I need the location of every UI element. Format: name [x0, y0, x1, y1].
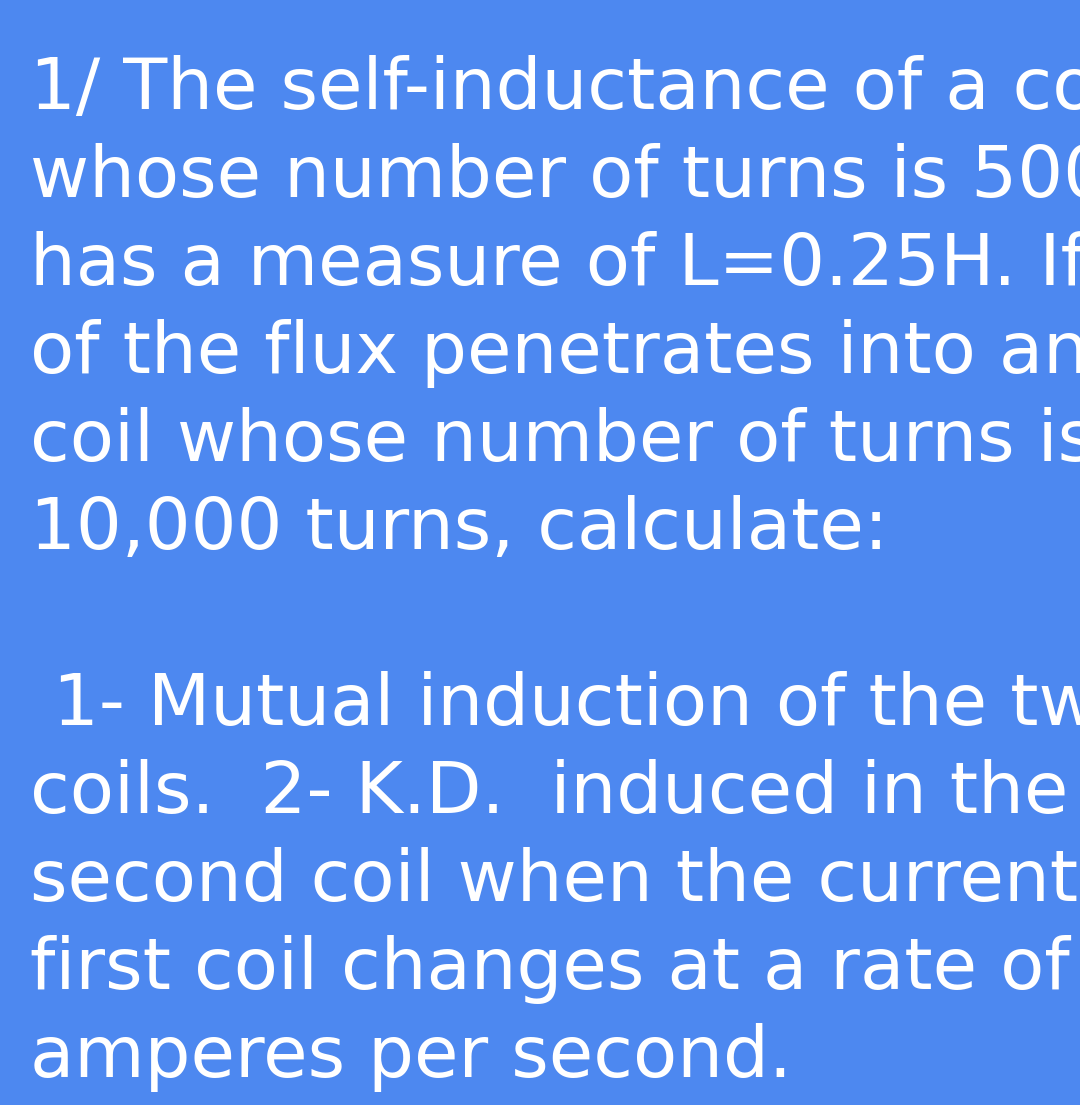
Text: coils.  2- K.D.  induced in the: coils. 2- K.D. induced in the [30, 759, 1068, 828]
Text: 1/ The self-inductance of a coil: 1/ The self-inductance of a coil [30, 55, 1080, 124]
Text: coil whose number of turns is: coil whose number of turns is [30, 407, 1080, 476]
Text: has a measure of L=0.25H. If 60%: has a measure of L=0.25H. If 60% [30, 231, 1080, 299]
Text: first coil changes at a rate of 100: first coil changes at a rate of 100 [30, 935, 1080, 1004]
Text: of the flux penetrates into another: of the flux penetrates into another [30, 319, 1080, 388]
Text: second coil when the current in the: second coil when the current in the [30, 848, 1080, 916]
Text: whose number of turns is 500=N,: whose number of turns is 500=N, [30, 143, 1080, 212]
Text: amperes per second.: amperes per second. [30, 1023, 792, 1092]
Text: 10,000 turns, calculate:: 10,000 turns, calculate: [30, 495, 888, 564]
Text: 1- Mutual induction of the two: 1- Mutual induction of the two [30, 671, 1080, 740]
